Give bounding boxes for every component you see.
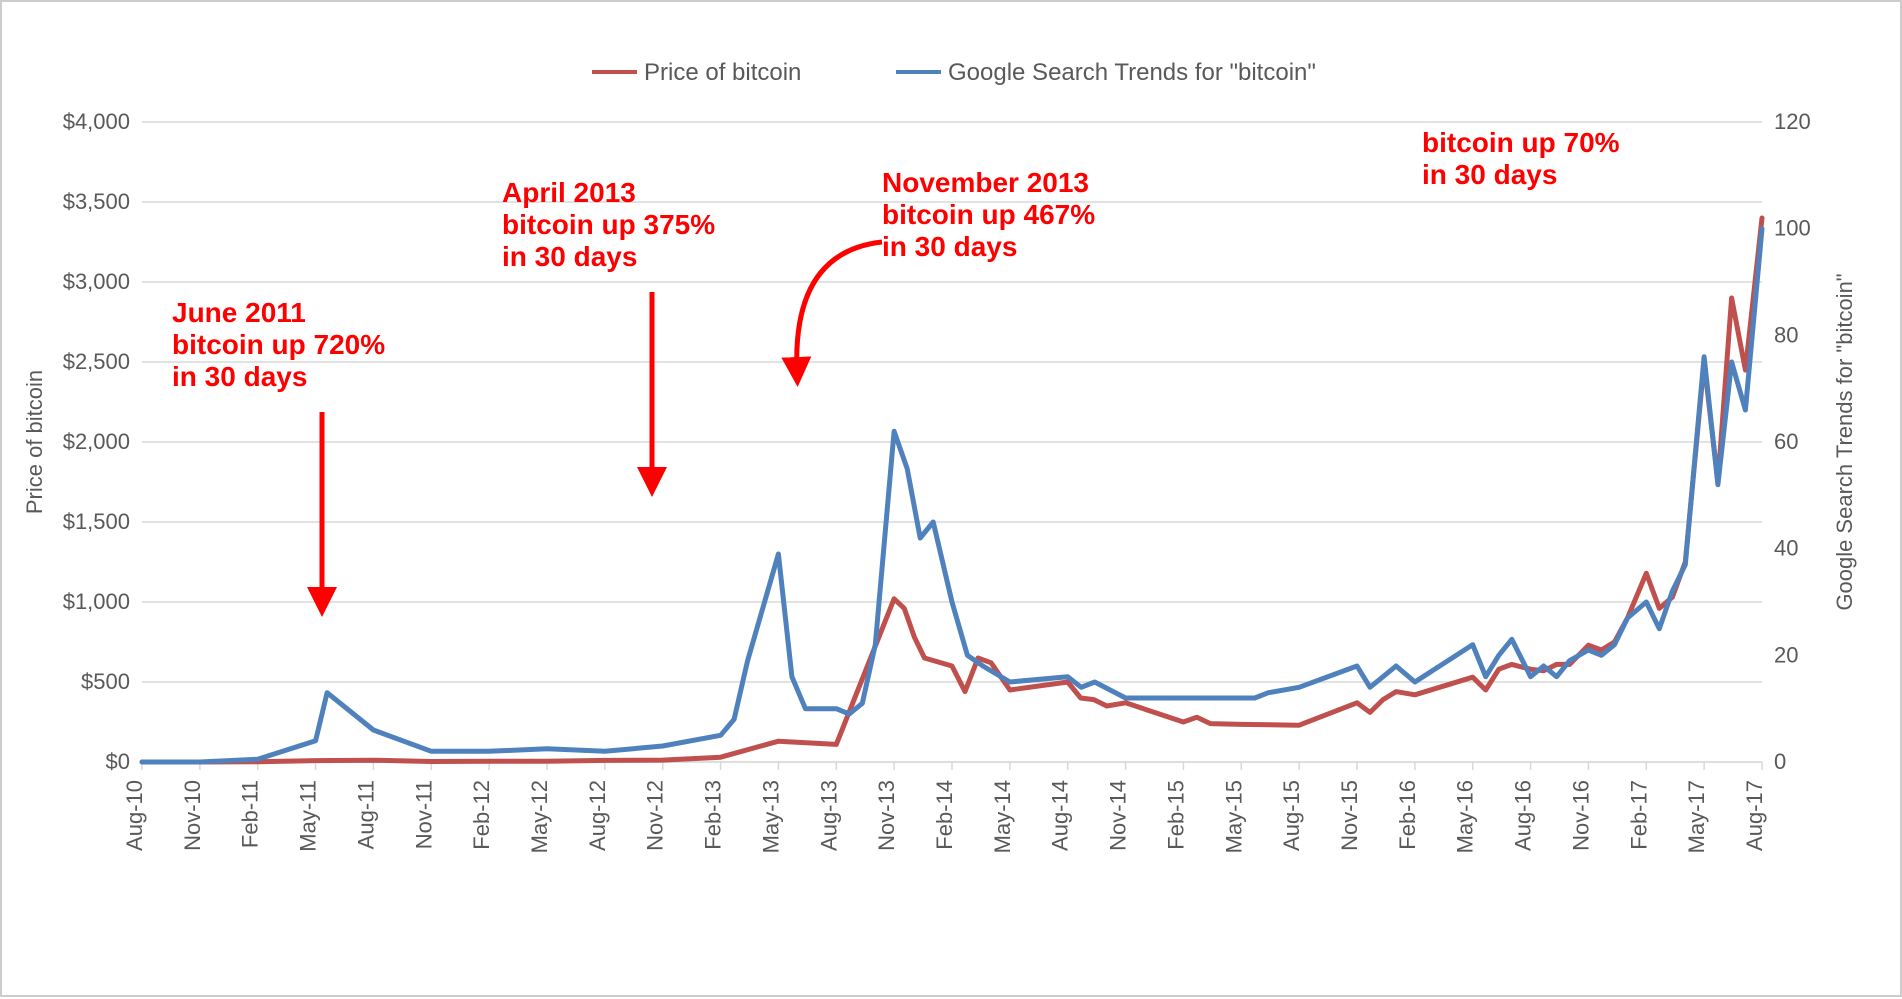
x-tick-label: Nov-14 <box>1106 780 1131 851</box>
y-left-tick-label: $4,000 <box>63 109 130 134</box>
x-tick-label: Aug-15 <box>1279 780 1304 851</box>
annotation-text: June 2011 <box>172 297 306 328</box>
annotation-arrow <box>797 242 882 372</box>
x-tick-label: May-17 <box>1684 780 1709 853</box>
annotation-text: in 30 days <box>502 241 637 272</box>
x-tick-label: Feb-15 <box>1163 780 1188 850</box>
y-left-title: Price of bitcoin <box>22 370 47 514</box>
x-tick-label: May-13 <box>758 780 783 853</box>
y-right-tick-label: 80 <box>1774 322 1798 347</box>
annotation-text: bitcoin up 70% <box>1422 127 1620 158</box>
annotation-text: in 30 days <box>882 231 1017 262</box>
x-tick-label: May-11 <box>296 780 321 852</box>
x-tick-label: Aug-11 <box>353 780 378 849</box>
annotation-text: April 2013 <box>502 177 636 208</box>
y-left-tick-label: $2,000 <box>63 429 130 454</box>
annotation-text: November 2013 <box>882 167 1089 198</box>
x-tick-label: Feb-16 <box>1395 780 1420 850</box>
x-tick-label: Feb-12 <box>469 780 494 850</box>
x-tick-label: May-14 <box>990 780 1015 853</box>
x-tick-label: Aug-10 <box>122 780 147 851</box>
y-left-tick-label: $1,500 <box>63 509 130 534</box>
x-tick-label: Nov-11 <box>411 780 436 849</box>
y-left-tick-label: $1,000 <box>63 589 130 614</box>
x-tick-label: Nov-15 <box>1337 780 1362 851</box>
y-right-tick-label: 60 <box>1774 429 1798 454</box>
x-tick-label: Nov-10 <box>180 780 205 851</box>
y-right-tick-label: 120 <box>1774 109 1811 134</box>
x-tick-label: Aug-12 <box>585 780 610 851</box>
series-line-0 <box>142 218 1762 762</box>
y-right-tick-label: 40 <box>1774 536 1798 561</box>
y-right-tick-label: 20 <box>1774 642 1798 667</box>
y-right-tick-label: 0 <box>1774 749 1786 774</box>
x-tick-label: Nov-16 <box>1568 780 1593 851</box>
chart-svg: $0 $500 $1,000 $1,500 $2,000 $2,500 $3,000 $3,5… <box>2 2 1902 999</box>
legend-label: Google Search Trends for "bitcoin" <box>948 59 1316 86</box>
annotation-text: bitcoin up 375% <box>502 209 715 240</box>
x-tick-label: Aug-14 <box>1048 780 1073 851</box>
annotation-text: bitcoin up 467% <box>882 199 1095 230</box>
y-right-title: Google Search Trends for "bitcoin" <box>1832 273 1857 610</box>
x-tick-label: Feb-14 <box>932 780 957 850</box>
y-left-tick-label: $2,500 <box>63 349 130 374</box>
y-left-tick-label: $500 <box>81 669 130 694</box>
x-tick-label: May-12 <box>527 780 552 853</box>
x-tick-label: Feb-13 <box>701 780 726 850</box>
x-tick-label: Feb-11 <box>238 780 263 848</box>
y-left-tick-label: $0 <box>106 749 130 774</box>
annotation-text: in 30 days <box>1422 159 1557 190</box>
x-tick-label: Aug-17 <box>1742 780 1767 851</box>
x-tick-label: Nov-13 <box>874 780 899 851</box>
chart-container: $0 $500 $1,000 $1,500 $2,000 $2,500 $3,000 $3,5… <box>0 0 1902 997</box>
legend-label: Price of bitcoin <box>644 59 801 86</box>
x-tick-label: Feb-17 <box>1626 780 1651 850</box>
y-right-tick-label: 100 <box>1774 216 1811 241</box>
annotation-text: bitcoin up 720% <box>172 329 385 360</box>
x-tick-label: May-16 <box>1453 780 1478 853</box>
x-tick-label: Aug-13 <box>816 780 841 851</box>
annotation-text: in 30 days <box>172 361 307 392</box>
x-tick-label: May-15 <box>1221 780 1246 853</box>
x-tick-label: Nov-12 <box>643 780 668 851</box>
y-left-tick-label: $3,000 <box>63 269 130 294</box>
y-left-tick-label: $3,500 <box>63 189 130 214</box>
x-tick-label: Aug-16 <box>1511 780 1536 851</box>
